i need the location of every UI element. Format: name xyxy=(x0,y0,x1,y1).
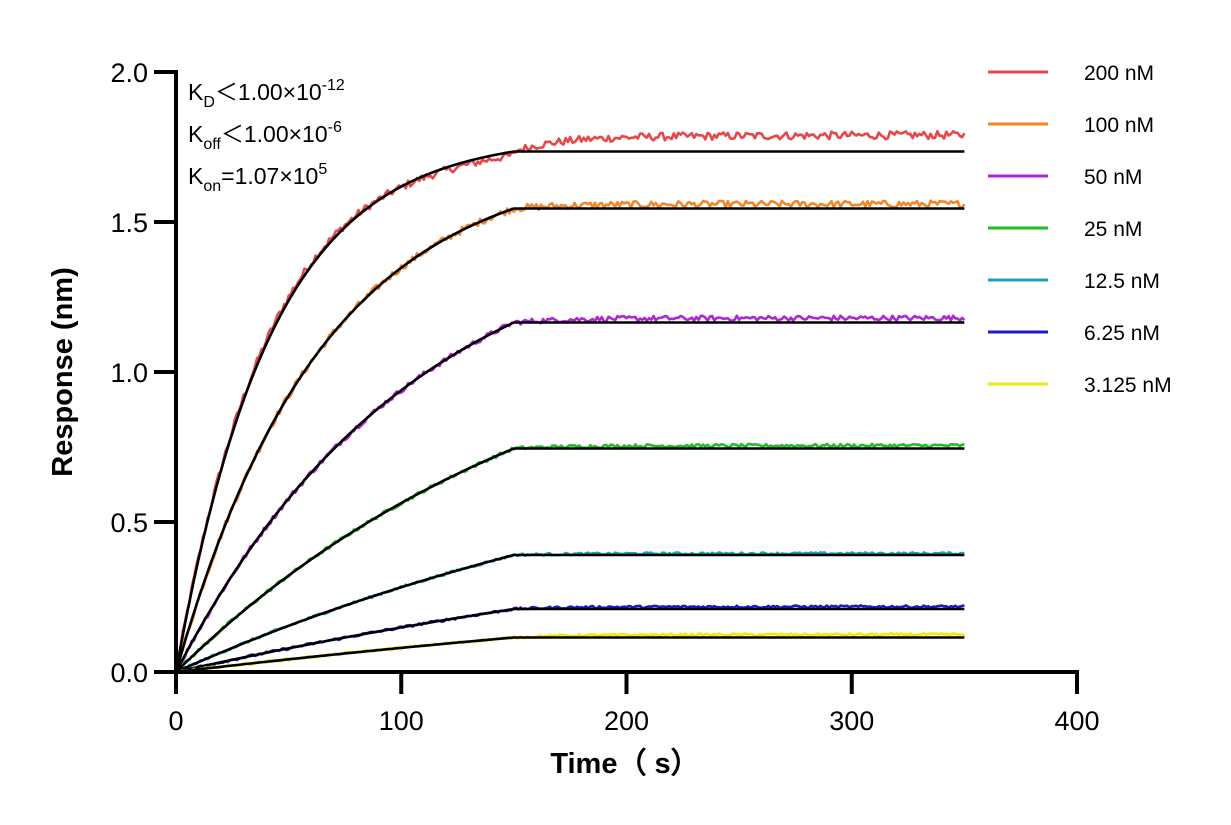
y-tick-label: 1.5 xyxy=(110,208,148,238)
y-tick-label: 2.0 xyxy=(110,58,148,88)
legend-label: 12.5 nM xyxy=(1084,270,1160,293)
fit-curve-25-nM xyxy=(175,447,965,673)
x-tick-label: 400 xyxy=(1054,706,1099,736)
fit-curve-100-nM xyxy=(174,207,965,673)
legend-label: 25 nM xyxy=(1084,218,1142,241)
legend-label: 100 nM xyxy=(1084,114,1154,137)
legend: 200 nM 100 nM 50 nM 25 nM 12.5 nM 6.25 nM 3.12… xyxy=(988,62,1172,397)
fit-curve-3_125-nM xyxy=(175,636,965,674)
kinetic-annotation: Koff＜1.00×10-6 xyxy=(188,119,342,153)
kinetic-annotation: KD＜1.00×10-12 xyxy=(188,77,345,111)
legend-label: 6.25 nM xyxy=(1084,322,1160,345)
x-tick-label: 200 xyxy=(604,706,649,736)
data-curve-200-nM xyxy=(174,129,966,673)
fit-curve-200-nM xyxy=(174,150,965,673)
x-axis-title: Time（ s） xyxy=(550,747,699,780)
x-tick-label: 100 xyxy=(379,706,424,736)
y-tick-label: 1.0 xyxy=(110,358,148,388)
fit-curve-12_5-nM xyxy=(175,553,965,674)
x-tick-label: 0 xyxy=(168,706,183,736)
annotations-layer: KD＜1.00×10-12 Koff＜1.00×10-6 Kon=1.07×105 xyxy=(188,77,345,195)
y-tick-label: 0.0 xyxy=(110,658,148,688)
x-tick-label: 300 xyxy=(829,706,874,736)
data-curve-100-nM xyxy=(174,199,966,673)
y-axis-title: Response (nm) xyxy=(47,267,79,476)
axes-layer: 0.0 0.5 1.0 1.5 2.0 0 100 200 300 400 xyxy=(110,58,1099,736)
legend-label: 3.125 nM xyxy=(1084,374,1172,397)
legend-label: 50 nM xyxy=(1084,166,1142,189)
data-curve-3_125-nM xyxy=(175,632,965,674)
fit-curve-50-nM xyxy=(174,321,965,673)
legend-label: 200 nM xyxy=(1084,62,1154,85)
fit-curve-6_25-nM xyxy=(175,607,965,674)
kinetic-annotation: Kon=1.07×105 xyxy=(188,161,327,195)
curves-layer xyxy=(174,129,966,674)
y-tick-label: 0.5 xyxy=(110,508,148,538)
